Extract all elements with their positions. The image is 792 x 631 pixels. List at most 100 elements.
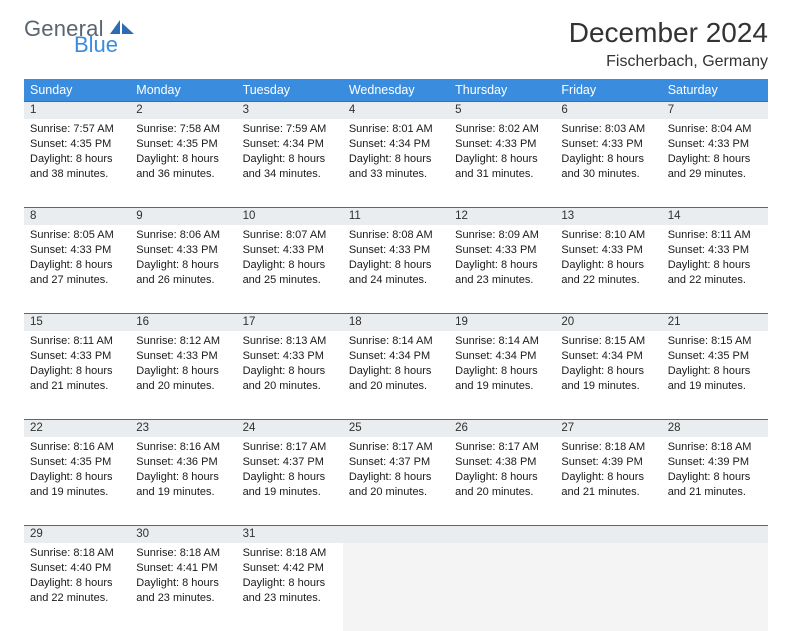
weekday-header: Saturday (662, 79, 768, 102)
sunset-text: Sunset: 4:42 PM (243, 561, 337, 576)
day-cell: Sunrise: 8:05 AMSunset: 4:33 PMDaylight:… (24, 225, 130, 313)
weekday-header: Friday (555, 79, 661, 102)
daylight-text: Daylight: 8 hours and 22 minutes. (561, 258, 655, 288)
sunrise-text: Sunrise: 8:18 AM (136, 546, 230, 561)
day-cell: Sunrise: 8:02 AMSunset: 4:33 PMDaylight:… (449, 119, 555, 207)
sunset-text: Sunset: 4:38 PM (455, 455, 549, 470)
day-cell: Sunrise: 7:58 AMSunset: 4:35 PMDaylight:… (130, 119, 236, 207)
day-details: Sunrise: 8:18 AMSunset: 4:39 PMDaylight:… (555, 437, 661, 503)
day-number: 3 (237, 101, 343, 119)
day-number: 18 (343, 313, 449, 331)
day-details: Sunrise: 8:13 AMSunset: 4:33 PMDaylight:… (237, 331, 343, 397)
daylight-text: Daylight: 8 hours and 34 minutes. (243, 152, 337, 182)
day-number: 8 (24, 207, 130, 225)
day-details: Sunrise: 8:15 AMSunset: 4:34 PMDaylight:… (555, 331, 661, 397)
day-cell: Sunrise: 8:12 AMSunset: 4:33 PMDaylight:… (130, 331, 236, 419)
daylight-text: Daylight: 8 hours and 26 minutes. (136, 258, 230, 288)
day-cell: Sunrise: 8:03 AMSunset: 4:33 PMDaylight:… (555, 119, 661, 207)
day-cell: Sunrise: 8:16 AMSunset: 4:36 PMDaylight:… (130, 437, 236, 525)
day-cell: Sunrise: 8:16 AMSunset: 4:35 PMDaylight:… (24, 437, 130, 525)
sunset-text: Sunset: 4:35 PM (668, 349, 762, 364)
day-number: 21 (662, 313, 768, 331)
daylight-text: Daylight: 8 hours and 30 minutes. (561, 152, 655, 182)
day-details: Sunrise: 8:05 AMSunset: 4:33 PMDaylight:… (24, 225, 130, 291)
day-details: Sunrise: 8:12 AMSunset: 4:33 PMDaylight:… (130, 331, 236, 397)
weekday-header: Sunday (24, 79, 130, 102)
sunrise-text: Sunrise: 8:18 AM (243, 546, 337, 561)
day-details: Sunrise: 8:14 AMSunset: 4:34 PMDaylight:… (449, 331, 555, 397)
day-number: 9 (130, 207, 236, 225)
day-number: 31 (237, 525, 343, 543)
day-cell: Sunrise: 8:18 AMSunset: 4:39 PMDaylight:… (555, 437, 661, 525)
daylight-text: Daylight: 8 hours and 36 minutes. (136, 152, 230, 182)
day-cell: Sunrise: 8:18 AMSunset: 4:42 PMDaylight:… (237, 543, 343, 631)
calendar-table: Sunday Monday Tuesday Wednesday Thursday… (24, 79, 768, 631)
sunrise-text: Sunrise: 8:02 AM (455, 122, 549, 137)
weekday-header: Thursday (449, 79, 555, 102)
month-title: December 2024 (569, 18, 768, 49)
day-number: 1 (24, 101, 130, 119)
day-number: 7 (662, 101, 768, 119)
sunset-text: Sunset: 4:34 PM (455, 349, 549, 364)
day-details: Sunrise: 8:18 AMSunset: 4:42 PMDaylight:… (237, 543, 343, 609)
day-cell: Sunrise: 8:17 AMSunset: 4:38 PMDaylight:… (449, 437, 555, 525)
day-details: Sunrise: 8:02 AMSunset: 4:33 PMDaylight:… (449, 119, 555, 185)
sunset-text: Sunset: 4:34 PM (349, 137, 443, 152)
daylight-text: Daylight: 8 hours and 22 minutes. (668, 258, 762, 288)
day-cell: Sunrise: 8:15 AMSunset: 4:34 PMDaylight:… (555, 331, 661, 419)
sunrise-text: Sunrise: 8:08 AM (349, 228, 443, 243)
day-number: 20 (555, 313, 661, 331)
day-number: 10 (237, 207, 343, 225)
sunset-text: Sunset: 4:39 PM (561, 455, 655, 470)
day-cell: Sunrise: 8:01 AMSunset: 4:34 PMDaylight:… (343, 119, 449, 207)
sunset-text: Sunset: 4:33 PM (243, 243, 337, 258)
daylight-text: Daylight: 8 hours and 23 minutes. (243, 576, 337, 606)
sunrise-text: Sunrise: 7:58 AM (136, 122, 230, 137)
week-row: Sunrise: 8:11 AMSunset: 4:33 PMDaylight:… (24, 331, 768, 419)
daylight-text: Daylight: 8 hours and 19 minutes. (668, 364, 762, 394)
day-details: Sunrise: 7:57 AMSunset: 4:35 PMDaylight:… (24, 119, 130, 185)
sunrise-text: Sunrise: 8:10 AM (561, 228, 655, 243)
week-row: Sunrise: 8:18 AMSunset: 4:40 PMDaylight:… (24, 543, 768, 631)
day-details: Sunrise: 8:18 AMSunset: 4:41 PMDaylight:… (130, 543, 236, 609)
sunrise-text: Sunrise: 8:12 AM (136, 334, 230, 349)
day-cell (662, 543, 768, 631)
sunrise-text: Sunrise: 8:16 AM (30, 440, 124, 455)
day-number: 4 (343, 101, 449, 119)
day-number: 28 (662, 419, 768, 437)
day-details: Sunrise: 7:58 AMSunset: 4:35 PMDaylight:… (130, 119, 236, 185)
daylight-text: Daylight: 8 hours and 19 minutes. (30, 470, 124, 500)
daylight-text: Daylight: 8 hours and 19 minutes. (136, 470, 230, 500)
sunrise-text: Sunrise: 8:15 AM (668, 334, 762, 349)
sunset-text: Sunset: 4:41 PM (136, 561, 230, 576)
sunrise-text: Sunrise: 8:11 AM (668, 228, 762, 243)
daylight-text: Daylight: 8 hours and 19 minutes. (243, 470, 337, 500)
day-cell: Sunrise: 8:14 AMSunset: 4:34 PMDaylight:… (343, 331, 449, 419)
daylight-text: Daylight: 8 hours and 27 minutes. (30, 258, 124, 288)
sunrise-text: Sunrise: 8:17 AM (349, 440, 443, 455)
day-details: Sunrise: 8:18 AMSunset: 4:40 PMDaylight:… (24, 543, 130, 609)
weekday-header: Monday (130, 79, 236, 102)
sunset-text: Sunset: 4:33 PM (136, 243, 230, 258)
sunset-text: Sunset: 4:33 PM (349, 243, 443, 258)
day-details: Sunrise: 8:07 AMSunset: 4:33 PMDaylight:… (237, 225, 343, 291)
day-number: 25 (343, 419, 449, 437)
sunset-text: Sunset: 4:33 PM (243, 349, 337, 364)
sunrise-text: Sunrise: 8:07 AM (243, 228, 337, 243)
sunrise-text: Sunrise: 8:17 AM (455, 440, 549, 455)
day-cell: Sunrise: 8:18 AMSunset: 4:41 PMDaylight:… (130, 543, 236, 631)
day-number: 23 (130, 419, 236, 437)
daylight-text: Daylight: 8 hours and 25 minutes. (243, 258, 337, 288)
daylight-text: Daylight: 8 hours and 20 minutes. (136, 364, 230, 394)
day-details: Sunrise: 8:15 AMSunset: 4:35 PMDaylight:… (662, 331, 768, 397)
daylight-text: Daylight: 8 hours and 31 minutes. (455, 152, 549, 182)
day-number: 2 (130, 101, 236, 119)
day-cell: Sunrise: 8:18 AMSunset: 4:39 PMDaylight:… (662, 437, 768, 525)
sunrise-text: Sunrise: 8:17 AM (243, 440, 337, 455)
day-details: Sunrise: 8:11 AMSunset: 4:33 PMDaylight:… (662, 225, 768, 291)
daylight-text: Daylight: 8 hours and 23 minutes. (455, 258, 549, 288)
daylight-text: Daylight: 8 hours and 21 minutes. (668, 470, 762, 500)
day-number: 29 (24, 525, 130, 543)
daylight-text: Daylight: 8 hours and 20 minutes. (243, 364, 337, 394)
day-details: Sunrise: 8:14 AMSunset: 4:34 PMDaylight:… (343, 331, 449, 397)
